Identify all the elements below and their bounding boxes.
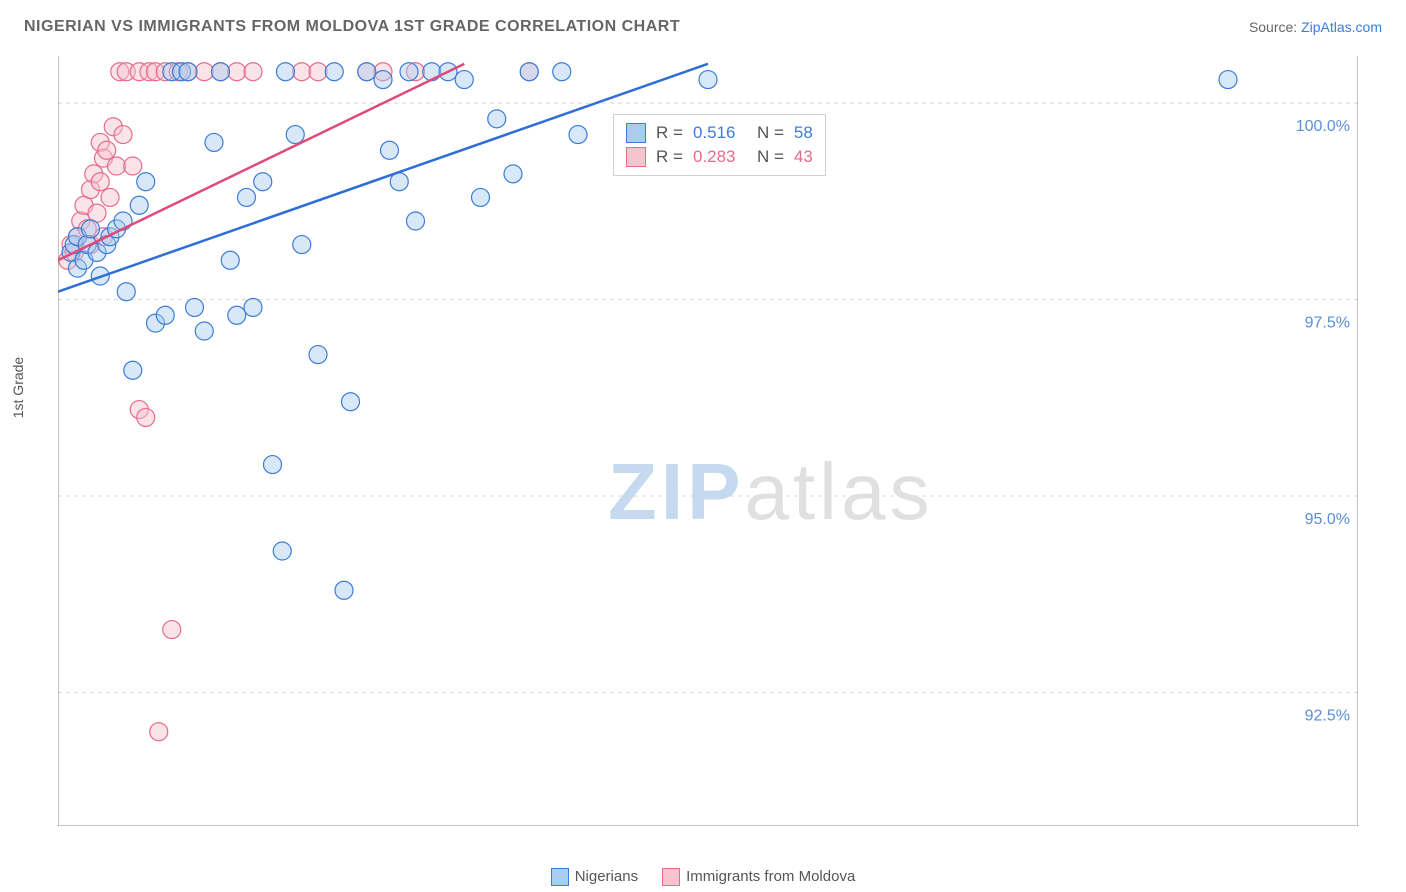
svg-text:92.5%: 92.5% [1305, 707, 1350, 724]
legend-swatch-icon [662, 868, 680, 886]
legend-item: Immigrants from Moldova [662, 868, 855, 886]
legend-item: Nigerians [551, 868, 638, 886]
n-value: 43 [794, 147, 813, 167]
svg-text:100.0%: 100.0% [1296, 118, 1350, 135]
legend-label: Immigrants from Moldova [686, 868, 855, 885]
stats-row: R = 0.283 N = 43 [626, 145, 813, 169]
source-prefix: Source: [1249, 19, 1301, 35]
series-swatch-icon [626, 147, 646, 167]
source-attribution: Source: ZipAtlas.com [1249, 19, 1382, 35]
r-value: 0.283 [693, 147, 747, 167]
r-value: 0.516 [693, 123, 747, 143]
bottom-legend: Nigerians Immigrants from Moldova [0, 868, 1406, 886]
source-link[interactable]: ZipAtlas.com [1301, 19, 1382, 35]
svg-text:97.5%: 97.5% [1305, 315, 1350, 332]
legend-label: Nigerians [575, 868, 638, 885]
y-axis-label: 1st Grade [10, 357, 26, 418]
plot-region: 92.5%95.0%97.5%100.0%0.0%40.0% ZIPatlas … [58, 56, 1358, 826]
r-label: R = [656, 123, 683, 143]
legend-swatch-icon [551, 868, 569, 886]
chart-title: NIGERIAN VS IMMIGRANTS FROM MOLDOVA 1ST … [24, 18, 680, 36]
r-label: R = [656, 147, 683, 167]
svg-text:95.0%: 95.0% [1305, 511, 1350, 528]
chart-area: 1st Grade 92.5%95.0%97.5%100.0%0.0%40.0%… [48, 56, 1378, 826]
n-label: N = [757, 123, 784, 143]
n-label: N = [757, 147, 784, 167]
series-swatch-icon [626, 123, 646, 143]
stats-row: R = 0.516 N = 58 [626, 121, 813, 145]
n-value: 58 [794, 123, 813, 143]
correlation-stats-box: R = 0.516 N = 58 R = 0.283 N = 43 [613, 114, 826, 176]
